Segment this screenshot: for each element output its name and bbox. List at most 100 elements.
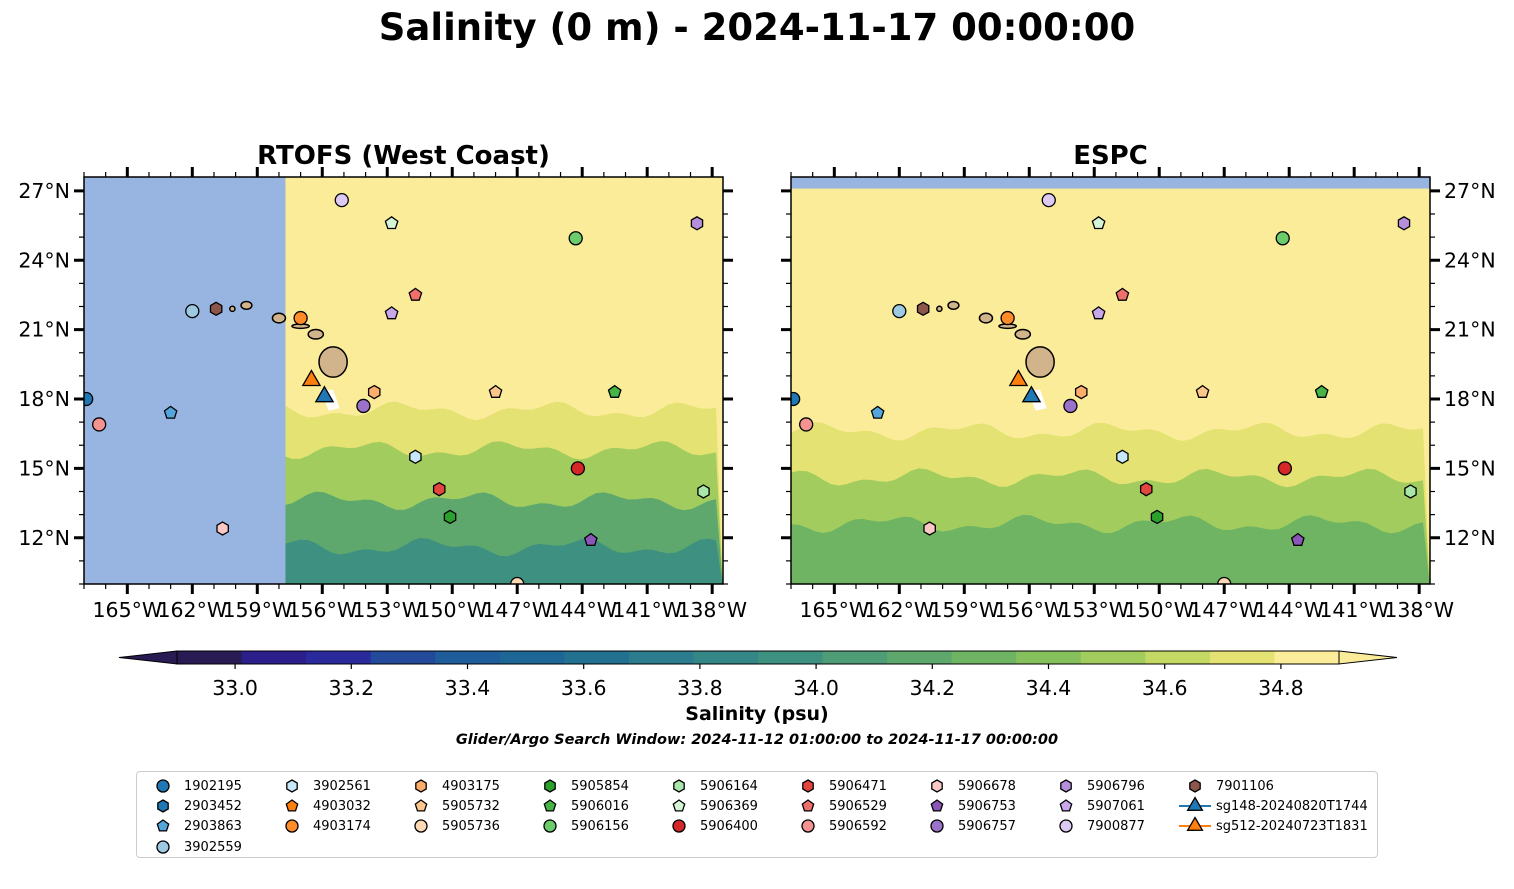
marker-5906016 — [1314, 384, 1329, 398]
legend-label: 3902561 — [313, 778, 371, 794]
x-tick-label: 141°W — [612, 598, 682, 622]
legend-label: 4903175 — [442, 778, 500, 794]
colorbar-segment — [887, 651, 953, 664]
marker-3902559 — [156, 840, 170, 854]
marker-5905854 — [544, 779, 556, 793]
legend-marker-hexagon — [802, 779, 814, 793]
colorbar-segment — [1274, 651, 1340, 664]
legend-label: 5906796 — [1087, 778, 1145, 794]
marker-3902559 — [892, 303, 907, 319]
x-tick-label: 159°W — [929, 598, 999, 622]
legend-marker-hexagon — [544, 779, 556, 793]
legend-marker-pentagon — [414, 799, 428, 812]
legend-label: 5906592 — [829, 818, 887, 834]
map-frame — [790, 176, 1431, 585]
x-tick-label: 144°W — [547, 598, 617, 622]
legend-item: 4903174 — [274, 816, 371, 836]
legend-item: 5907061 — [1048, 796, 1145, 816]
y-tick-label: 27°N — [1444, 179, 1496, 203]
x-tick-label: 153°W — [352, 598, 422, 622]
legend-marker-hexagon — [415, 779, 427, 793]
marker-5906529 — [801, 799, 815, 812]
marker-4903175 — [367, 384, 381, 400]
island-oahu — [978, 312, 994, 324]
marker-5905736 — [1217, 576, 1232, 584]
marker-3902561 — [409, 449, 422, 465]
marker-5906529 — [1115, 287, 1130, 301]
marker-2903452 — [157, 799, 169, 813]
marker-3902561 — [1116, 449, 1129, 465]
marker-5906753 — [583, 532, 598, 546]
legend-item: 3902559 — [145, 837, 242, 857]
y-tick-label: 15°N — [18, 456, 70, 480]
marker-5906471 — [432, 481, 446, 497]
legend-marker-pentagon — [1059, 799, 1073, 812]
island-hawaii — [1025, 346, 1055, 378]
y-tick-label: 15°N — [1444, 456, 1496, 480]
panel-title-espc: ESPC — [1073, 141, 1148, 171]
colorbar-segment — [177, 651, 243, 664]
marker-5906156 — [568, 231, 583, 246]
colorbar-segment — [370, 651, 436, 664]
map-frame — [83, 176, 724, 585]
marker-3902561 — [286, 779, 298, 793]
marker-5905854 — [443, 509, 457, 525]
marker-2903863 — [870, 405, 885, 419]
colorbar-label: Salinity (psu) — [685, 703, 829, 725]
legend-item: 5906164 — [661, 776, 758, 796]
marker-5906757 — [1063, 398, 1078, 414]
legend-item: 4903032 — [274, 796, 371, 816]
marker-2903863 — [163, 405, 178, 419]
marker-1902195 — [156, 779, 170, 793]
y-tick-label: 21°N — [1444, 318, 1496, 342]
colorbar-segment — [628, 651, 694, 664]
legend-item: 5906592 — [790, 816, 887, 836]
legend-label: 4903032 — [313, 798, 371, 814]
y-tick-label: 27°N — [18, 179, 70, 203]
legend-label: 5906156 — [571, 818, 629, 834]
colorbar-segment — [758, 651, 824, 664]
colorbar-segment — [1145, 651, 1211, 664]
x-tick-label: 156°W — [287, 598, 357, 622]
y-tick-label: 12°N — [1444, 526, 1496, 550]
x-tick-label: 150°W — [1124, 598, 1194, 622]
colorbar-over-arrow — [1338, 650, 1398, 665]
colorbar-segment — [951, 651, 1017, 664]
x-tick-label: 156°W — [994, 598, 1064, 622]
legend-item: 7900877 — [1048, 816, 1145, 836]
colorbar-segment — [306, 651, 372, 664]
x-tick-label: 165°W — [799, 598, 869, 622]
legend-marker-pentagon — [156, 819, 170, 832]
y-tick-label: 12°N — [18, 526, 70, 550]
marker-sg512-20240723T1831 — [1008, 369, 1029, 387]
legend-marker-circle — [543, 819, 557, 833]
legend-marker-circle — [1059, 819, 1073, 833]
colorbar-tick-label: 33.2 — [328, 676, 374, 700]
marker-5906400 — [672, 819, 686, 833]
legend-marker-pentagon — [285, 799, 299, 812]
legend-marker-pentagon — [543, 799, 557, 812]
marker-5906753 — [930, 799, 944, 812]
marker-sg148-20240820T1744 — [1021, 385, 1042, 403]
legend-item: 2903452 — [145, 796, 242, 816]
island-maui — [307, 328, 325, 340]
marker-5906757 — [356, 398, 371, 414]
x-tick-label: 162°W — [864, 598, 934, 622]
legend-item: 5906529 — [790, 796, 887, 816]
x-tick-label: 153°W — [1059, 598, 1129, 622]
y-tick-label: 24°N — [1444, 248, 1496, 272]
marker-sg148-20240820T1744 — [1186, 796, 1204, 811]
marker-sg148-20240820T1744 — [314, 385, 335, 403]
marker-sg512-20240723T1831 — [301, 369, 322, 387]
marker-5905732 — [414, 799, 428, 812]
salinity-maps: 165°W162°W159°W156°W153°W150°W147°W144°W… — [18, 167, 1496, 700]
colorbar: 33.0 33.2 33.4 33.6 33.8 34.0 34.2 34.4 34.6 34.8 — [118, 650, 1398, 700]
marker-5906678 — [216, 521, 229, 536]
marker-5905854 — [1150, 509, 1164, 525]
island-hawaii — [318, 346, 348, 378]
marker-5906796 — [1060, 779, 1072, 793]
legend-marker-pentagon — [930, 799, 944, 812]
legend-label: 3902559 — [184, 839, 242, 855]
x-tick-label: 147°W — [1189, 598, 1259, 622]
marker-5906164 — [673, 779, 685, 793]
